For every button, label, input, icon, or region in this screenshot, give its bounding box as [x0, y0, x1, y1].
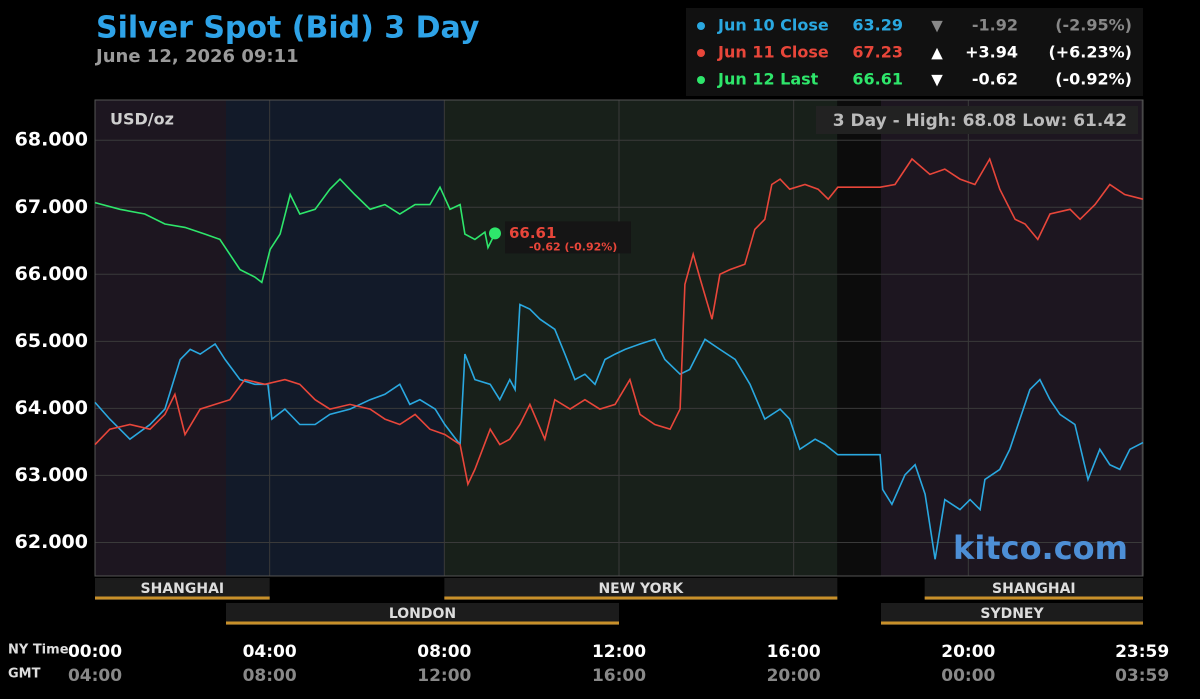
session-band — [881, 100, 1143, 576]
y-tick-label: 65.000 — [15, 330, 88, 352]
chart-subtitle: June 12, 2026 09:11 — [94, 46, 299, 67]
watermark: kitco.com — [953, 529, 1128, 567]
x2-tick-label: 12:00 — [417, 666, 471, 686]
session-band — [444, 100, 838, 576]
session-box — [881, 603, 1143, 625]
session-label: SYDNEY — [980, 606, 1044, 622]
legend-change: +3.94 — [965, 43, 1018, 62]
legend-change-pct: (-2.95%) — [1055, 16, 1132, 35]
last-price-marker — [488, 227, 501, 240]
x-tick-label: 12:00 — [592, 642, 646, 662]
legend-arrow: ▼ — [931, 71, 943, 89]
y-tick-label: 67.000 — [15, 196, 88, 218]
x2-tick-label: 00:00 — [941, 666, 995, 686]
x-axis-label: NY Time — [8, 643, 69, 658]
plot-frame — [94, 99, 1144, 577]
x2-tick-label: 08:00 — [243, 666, 297, 686]
legend-close: 66.61 — [852, 70, 903, 89]
x2-tick-label: 03:59 — [1115, 666, 1169, 686]
lines — [94, 157, 1144, 560]
x2-tick-label: 04:00 — [68, 666, 122, 686]
session-box — [444, 578, 838, 600]
y-tick-label: 64.000 — [15, 397, 88, 419]
session-label: LONDON — [389, 606, 456, 622]
legend-close: 67.23 — [852, 43, 903, 62]
session-box — [226, 603, 619, 625]
legend-close: 63.29 — [852, 16, 903, 35]
unit-label: USD/oz — [110, 110, 174, 129]
legend-label: Jun 10 Close — [717, 16, 829, 35]
session-label: SHANGHAI — [992, 581, 1076, 597]
legend-box — [686, 8, 1143, 96]
price-line — [94, 303, 1144, 560]
y-tick-label: 63.000 — [15, 464, 88, 486]
legend-arrow: ▼ — [931, 17, 943, 35]
y-tick-label: 68.000 — [15, 129, 88, 151]
legend-label: Jun 12 Last — [717, 70, 819, 89]
legend-change: -1.92 — [972, 16, 1018, 35]
last-price-label: 66.61 — [509, 224, 556, 242]
legend-change: -0.62 — [972, 70, 1018, 89]
x2-axis-label: GMT — [8, 667, 41, 682]
legend-label: Jun 11 Close — [717, 43, 829, 62]
legend-arrow: ▲ — [931, 44, 943, 62]
session-box — [924, 578, 1143, 600]
x2-tick-label: 20:00 — [767, 666, 821, 686]
chart-title: Silver Spot (Bid) 3 Day — [96, 11, 480, 46]
range-box — [816, 106, 1138, 134]
x-tick-label: 04:00 — [243, 642, 297, 662]
legend-change-pct: (+6.23%) — [1048, 43, 1132, 62]
session-band — [95, 100, 226, 576]
legend-change-pct: (-0.92%) — [1055, 70, 1132, 89]
price-line — [94, 177, 496, 284]
x-tick-label: 00:00 — [68, 642, 122, 662]
last-change-label: -0.62 (-0.92%) — [529, 240, 617, 253]
y-tick-label: 66.000 — [15, 263, 88, 285]
x-tick-label: 20:00 — [941, 642, 995, 662]
range-label: 3 Day - High: 68.08 Low: 61.42 — [833, 111, 1127, 131]
legend-marker — [697, 76, 705, 84]
price-line — [94, 157, 1144, 487]
session-band — [837, 100, 881, 576]
x-tick-label: 16:00 — [767, 642, 821, 662]
session-box — [95, 578, 270, 600]
legend-marker — [697, 49, 705, 57]
session-label: NEW YORK — [598, 581, 684, 597]
y-tick-label: 62.000 — [15, 531, 88, 553]
x-tick-label: 08:00 — [417, 642, 471, 662]
session-label: SHANGHAI — [141, 581, 225, 597]
session-band — [226, 100, 445, 576]
grid — [94, 100, 1143, 576]
last-price-box — [504, 221, 631, 254]
x2-tick-label: 16:00 — [592, 666, 646, 686]
legend-marker — [697, 22, 705, 30]
x-tick-label: 23:59 — [1115, 642, 1169, 662]
